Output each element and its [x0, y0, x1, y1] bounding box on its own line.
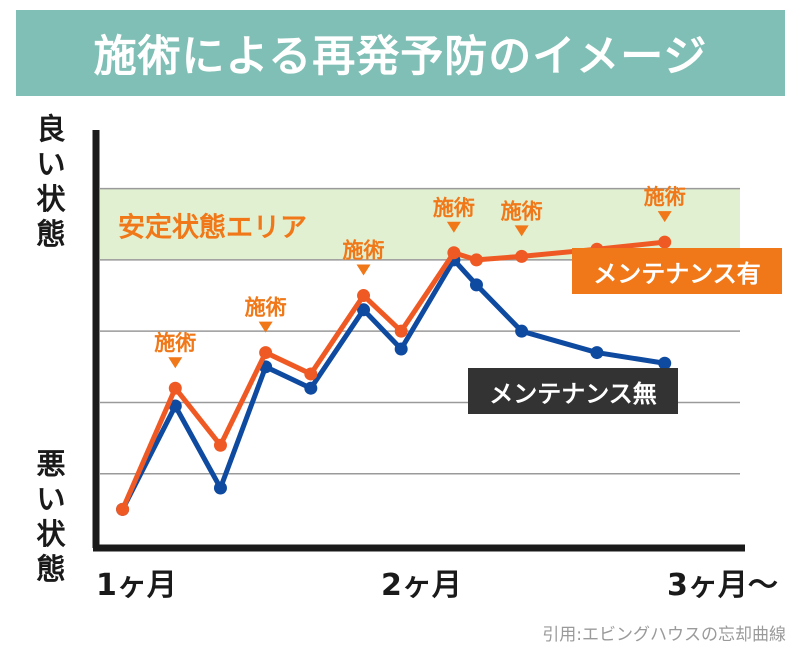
y-axis-bottom-label: 悪い 状態 [36, 447, 66, 586]
treatment-label: 施術 [245, 296, 287, 320]
series-point-1 [394, 342, 408, 356]
series-line-1 [120, 257, 668, 512]
series-point-0 [168, 381, 182, 395]
series-point-1 [515, 324, 529, 338]
series-point-0 [447, 246, 461, 260]
series-line-0 [120, 239, 668, 512]
series-label-without-maintenance: メンテナンス無 [468, 368, 678, 414]
series-point-1 [469, 278, 483, 292]
treatment-label: 施術 [501, 199, 543, 223]
series-point-1 [658, 356, 672, 370]
treatment-arrow-icon [657, 211, 672, 223]
series-point-1 [590, 346, 604, 360]
treatment-arrow-icon [356, 264, 371, 276]
treatment-label: 施術 [644, 185, 686, 209]
treatment-arrow-icon [258, 321, 273, 333]
stable-zone-label: 安定状態エリア [118, 211, 307, 243]
series-point-0 [658, 235, 672, 249]
series-point-0 [304, 367, 318, 381]
series-point-1 [357, 303, 371, 317]
treatment-label: 施術 [433, 196, 475, 220]
y-axis-top-label: 良い 状態 [36, 112, 66, 251]
series-point-1 [168, 399, 182, 413]
series-point-0 [469, 253, 483, 267]
series-label-with-maintenance: メンテナンス有 [572, 248, 782, 294]
series-point-0 [213, 438, 227, 452]
title-banner: 施術による再発予防のイメージ [16, 10, 785, 96]
treatment-arrow-icon [168, 357, 183, 369]
series-point-0 [394, 324, 408, 338]
series-point-0 [357, 289, 371, 303]
page-title: 施術による再発予防のイメージ [93, 32, 708, 82]
treatment-arrow-icon [514, 225, 529, 237]
x-tick-1-month: 1ヶ月 [96, 568, 177, 603]
series-point-0 [259, 346, 273, 360]
x-tick-2-months: 2ヶ月 [381, 568, 462, 603]
x-tick-3-months: 3ヶ月〜 [667, 568, 778, 603]
treatment-label: 施術 [343, 239, 385, 263]
series-point-1 [304, 381, 318, 395]
series-point-1 [213, 481, 227, 495]
treatment-label: 施術 [154, 331, 196, 355]
citation: 引用:エビングハウスの忘却曲線 [542, 625, 786, 645]
series-point-0 [515, 249, 529, 263]
series-point-0 [116, 502, 130, 516]
treatment-arrow-icon [446, 221, 461, 233]
